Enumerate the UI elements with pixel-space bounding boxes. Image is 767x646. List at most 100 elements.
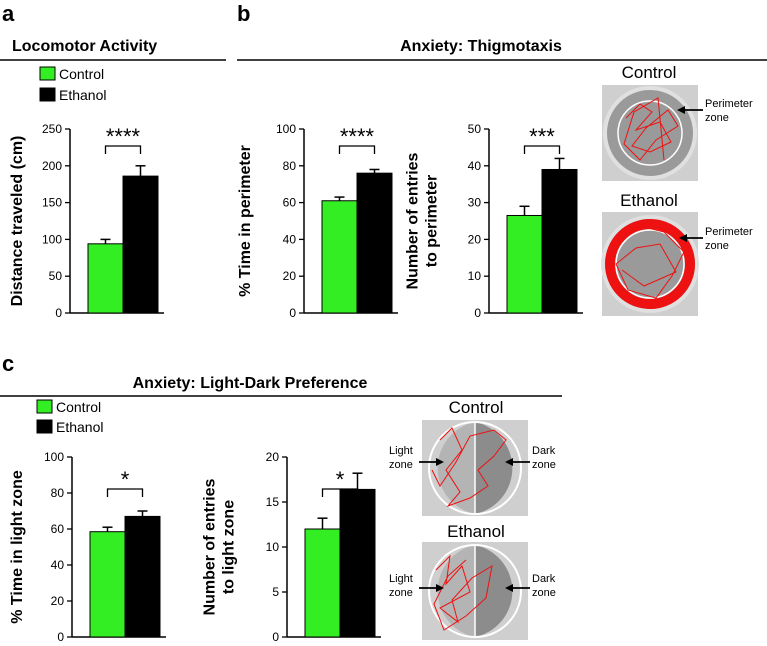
y-tick-label: 60: [51, 522, 65, 536]
photo-thigmotaxis-ethanol: Ethanol: [601, 191, 699, 316]
arrow-head: [505, 458, 513, 466]
photo-thigmotaxis-control: Control: [602, 63, 698, 181]
significance-label: *: [121, 467, 130, 492]
legend-swatch-control: [36, 399, 53, 414]
arena: [601, 215, 699, 313]
y-tick-label: 0: [474, 306, 481, 320]
y-tick-label: 250: [42, 122, 62, 136]
y-axis-label: to perimeter: [424, 175, 441, 267]
y-tick-label: 15: [266, 495, 280, 509]
panel-title-b: Anxiety: Thigmotaxis: [400, 38, 562, 55]
y-axis-label: to light zone: [221, 500, 238, 594]
photo-label-ethanol: Ethanol: [620, 191, 678, 210]
light-zone-label-line2: zone: [389, 459, 413, 471]
y-axis-label: % Time in light zone: [9, 470, 26, 624]
legend-label-ethanol: Ethanol: [59, 87, 106, 103]
arrow-perimeter-ethanol: Perimeter zone: [679, 226, 753, 252]
bar-ethanol: [122, 175, 159, 314]
bar-control: [506, 214, 543, 314]
light-zone-label-line1: Light: [389, 445, 413, 457]
swim-track: [623, 97, 679, 161]
y-tick-label: 20: [266, 450, 280, 464]
perimeter-zone-label-line1: Perimeter: [705, 226, 753, 238]
arrow-perimeter-control: Perimeter zone: [677, 98, 753, 124]
legend-a: Control Ethanol: [39, 66, 106, 103]
chart-time-in-perimeter: 0 20 40 60 80 100 % Time in perimeter ****: [237, 122, 398, 320]
bar-control: [89, 531, 126, 638]
y-tick-label: 0: [55, 306, 62, 320]
y-tick-label: 5: [272, 585, 279, 599]
y-tick-label: 0: [272, 630, 279, 644]
light-zone-label-line2: zone: [389, 587, 413, 599]
arrow-dark-control: Dark zone: [505, 445, 556, 471]
arrow-head: [677, 106, 685, 114]
significance-label: ****: [340, 124, 375, 149]
photo-lightdark-control: Control: [422, 398, 528, 516]
y-tick-label: 50: [468, 122, 482, 136]
dark-half: [475, 422, 513, 514]
arrow-head: [679, 234, 687, 242]
panel-letter-b: b: [237, 1, 250, 26]
y-tick-label: 10: [266, 540, 280, 554]
y-tick-label: 20: [283, 269, 297, 283]
panel-title-a: Locomotor Activity: [12, 38, 157, 55]
perimeter-boundary: [617, 100, 683, 166]
y-tick-label: 0: [289, 306, 296, 320]
photo-label-control: Control: [622, 63, 677, 82]
dark-zone-label-line2: zone: [532, 459, 556, 471]
bar-control: [321, 200, 358, 314]
photo-label-control: Control: [449, 398, 504, 417]
photo-label-ethanol: Ethanol: [447, 522, 505, 541]
y-axis-label: Number of entries: [405, 152, 422, 289]
significance-label: ****: [106, 124, 141, 149]
perimeter-zone-label-line2: zone: [705, 240, 729, 252]
light-zone-label-line1: Light: [389, 573, 413, 585]
bar-ethanol: [339, 488, 376, 638]
dark-zone-label-line2: zone: [532, 587, 556, 599]
bar-ethanol: [356, 172, 393, 314]
y-tick-label: 30: [468, 196, 482, 210]
y-tick-label: 40: [283, 232, 297, 246]
significance-label: ***: [529, 124, 555, 149]
y-axis-label: Number of entries: [202, 478, 219, 615]
arrow-head: [505, 584, 513, 592]
y-tick-label: 80: [283, 159, 297, 173]
legend-label-ethanol: Ethanol: [56, 419, 103, 435]
swim-track: [431, 427, 507, 508]
arrow-light-ethanol: Light zone: [389, 573, 444, 599]
swim-track: [433, 554, 493, 631]
y-tick-label: 40: [51, 558, 65, 572]
legend-label-control: Control: [56, 399, 101, 415]
y-tick-label: 60: [283, 196, 297, 210]
y-axis-label: Distance traveled (cm): [9, 136, 26, 307]
chart-time-in-light-zone: 0 20 40 60 80 100 % Time in light zone *: [9, 450, 166, 644]
y-tick-label: 80: [51, 486, 65, 500]
panel-letter-a: a: [2, 1, 15, 26]
y-axis-label: % Time in perimeter: [237, 145, 254, 297]
y-tick-label: 0: [57, 630, 64, 644]
y-tick-label: 200: [42, 159, 62, 173]
y-tick-label: 10: [468, 269, 482, 283]
significance-bracket: [104, 145, 142, 154]
bar-ethanol: [124, 515, 161, 638]
bar-control: [87, 243, 124, 314]
chart-distance-traveled: 0 50 100 150 200 250 Distance traveled (cm) ***…: [9, 122, 164, 320]
arrow-head: [436, 458, 444, 466]
bar-ethanol: [541, 168, 578, 314]
y-tick-label: 20: [51, 594, 65, 608]
significance-label: *: [336, 467, 345, 492]
arrow-light-control: Light zone: [389, 445, 444, 471]
chart-entries-to-light-zone: 0 5 10 15 20 Number of entries to light zone *: [202, 450, 381, 644]
arrow-head: [436, 584, 444, 592]
legend-label-control: Control: [59, 66, 104, 82]
legend-swatch-ethanol: [36, 419, 53, 434]
significance-bracket: [321, 488, 359, 497]
bar-control: [304, 528, 341, 638]
y-tick-label: 20: [468, 232, 482, 246]
y-tick-label: 40: [468, 159, 482, 173]
swim-track: [615, 225, 685, 299]
photo-lightdark-ethanol: Ethanol: [422, 522, 528, 640]
perimeter-zone-label-line2: zone: [705, 112, 729, 124]
y-tick-label: 100: [44, 450, 64, 464]
